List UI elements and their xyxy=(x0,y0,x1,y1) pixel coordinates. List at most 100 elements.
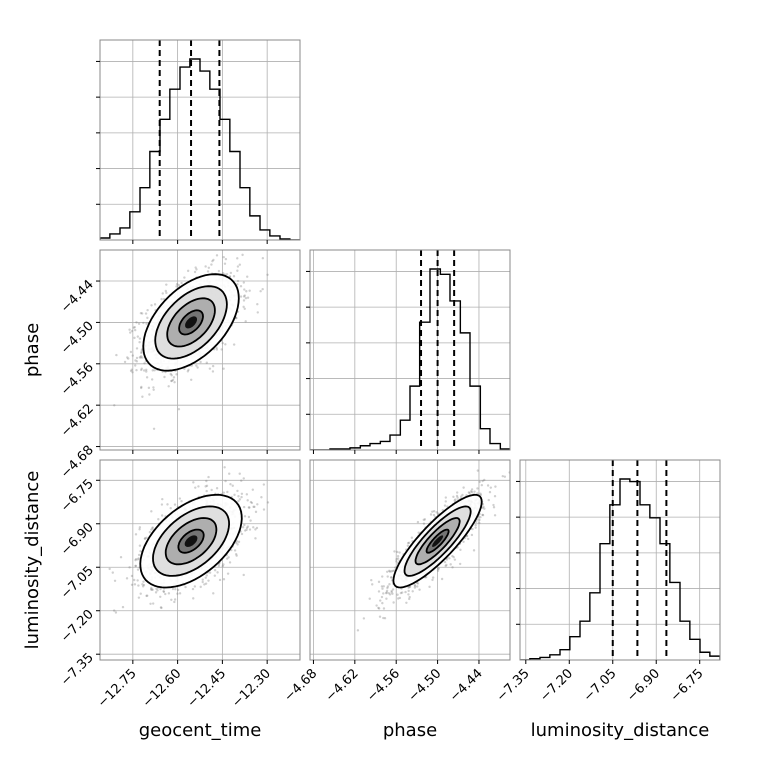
scatter-point xyxy=(459,548,462,552)
scatter-point xyxy=(195,268,198,271)
scatter-point xyxy=(385,597,388,600)
contour-line xyxy=(152,505,231,577)
panel-frame xyxy=(309,459,511,661)
scatter-point xyxy=(207,266,211,269)
scatter-point xyxy=(476,469,480,472)
y-tick-label-phase: −4.62 xyxy=(58,401,97,440)
scatter-point xyxy=(144,312,148,315)
scatter-point xyxy=(170,379,173,382)
scatter-point xyxy=(384,591,388,595)
scatter-point xyxy=(405,601,408,604)
scatter-point xyxy=(236,543,239,546)
scatter-point xyxy=(163,375,166,379)
scatter-point xyxy=(380,595,384,599)
scatter-point xyxy=(152,427,156,430)
scatter-point xyxy=(391,569,394,573)
x-tick-label-geocent_time: −12.60 xyxy=(140,666,185,711)
scatter-point xyxy=(246,525,250,528)
scatter-point xyxy=(478,480,481,484)
scatter-point xyxy=(193,585,197,588)
scatter-point xyxy=(249,500,253,504)
scatter-point xyxy=(205,489,208,493)
scatter-point xyxy=(410,536,414,539)
scatter-point xyxy=(242,295,246,298)
scatter-point xyxy=(246,296,250,299)
scatter-point xyxy=(253,505,256,509)
scatter-point xyxy=(190,378,193,381)
scatter-point xyxy=(249,519,252,522)
scatter-point xyxy=(213,574,217,577)
scatter-point xyxy=(494,485,497,488)
scatter-point xyxy=(459,495,463,498)
scatter-point xyxy=(379,599,382,602)
scatter-point xyxy=(114,611,118,614)
scatter-point xyxy=(204,582,208,585)
scatter-point xyxy=(143,537,147,540)
scatter-point xyxy=(139,311,143,315)
panel-frame xyxy=(99,39,301,241)
scatter-point xyxy=(493,495,497,498)
scatter-point xyxy=(223,262,227,265)
scatter-point xyxy=(150,588,154,591)
scatter-point xyxy=(240,495,243,499)
scatter-point xyxy=(245,528,248,532)
scatter-point xyxy=(448,557,451,560)
y-tick-label-luminosity_distance: −7.35 xyxy=(58,650,97,689)
x-tick-label-luminosity_distance: −6.75 xyxy=(668,666,707,705)
scatter-point xyxy=(217,564,221,568)
scatter-point xyxy=(416,585,419,588)
scatter-point xyxy=(243,288,246,291)
scatter-point xyxy=(387,569,391,573)
scatter-point xyxy=(210,488,213,492)
scatter-point xyxy=(142,321,145,325)
scatter-point xyxy=(129,369,133,373)
scatter-point xyxy=(143,362,146,365)
scatter-point xyxy=(150,510,153,513)
scatter-point xyxy=(125,577,129,580)
scatter-point xyxy=(153,303,157,306)
scatter-point xyxy=(137,596,141,599)
scatter-point xyxy=(145,370,148,373)
scatter-point xyxy=(487,498,490,502)
scatter-point xyxy=(221,564,224,568)
contour-line xyxy=(164,517,218,566)
scatter-point xyxy=(244,296,248,300)
scatter-point xyxy=(211,370,215,373)
scatter-point xyxy=(140,368,143,372)
scatter-point xyxy=(175,285,178,288)
scatter-point xyxy=(134,558,137,562)
scatter-point xyxy=(238,472,241,475)
histogram-panel-luminosity_distance xyxy=(520,460,720,660)
scatter-point xyxy=(503,475,507,478)
scatter-point xyxy=(159,595,162,598)
scatter-point xyxy=(157,518,160,521)
scatter-point xyxy=(243,523,246,527)
scatter-point xyxy=(93,360,95,362)
scatter-point xyxy=(242,573,245,577)
scatter-point xyxy=(221,271,225,275)
x-tick-label-geocent_time: −12.75 xyxy=(95,666,140,711)
scatter-point xyxy=(236,265,240,268)
scatter-point xyxy=(162,589,165,593)
scatter-point xyxy=(137,322,141,326)
scatter-point xyxy=(138,528,141,531)
scatter-point xyxy=(470,488,474,491)
histogram-geocent_time xyxy=(100,58,300,240)
scatter-point xyxy=(170,598,173,601)
scatter-point xyxy=(174,588,177,591)
scatter-point xyxy=(488,490,492,494)
scatter-point xyxy=(390,570,393,573)
scatter-point xyxy=(454,498,457,501)
scatter-point xyxy=(136,335,140,338)
scatter-point xyxy=(455,491,459,494)
scatter-point xyxy=(235,540,239,543)
scatter-point xyxy=(396,597,400,600)
scatter-point xyxy=(399,591,403,595)
scatter-point xyxy=(471,527,474,531)
scatter-point xyxy=(444,564,447,568)
scatter-point xyxy=(171,587,175,591)
scatter-point xyxy=(422,522,426,525)
scatter-point xyxy=(131,354,134,357)
scatter-point xyxy=(242,505,246,509)
scatter-point xyxy=(243,307,246,310)
